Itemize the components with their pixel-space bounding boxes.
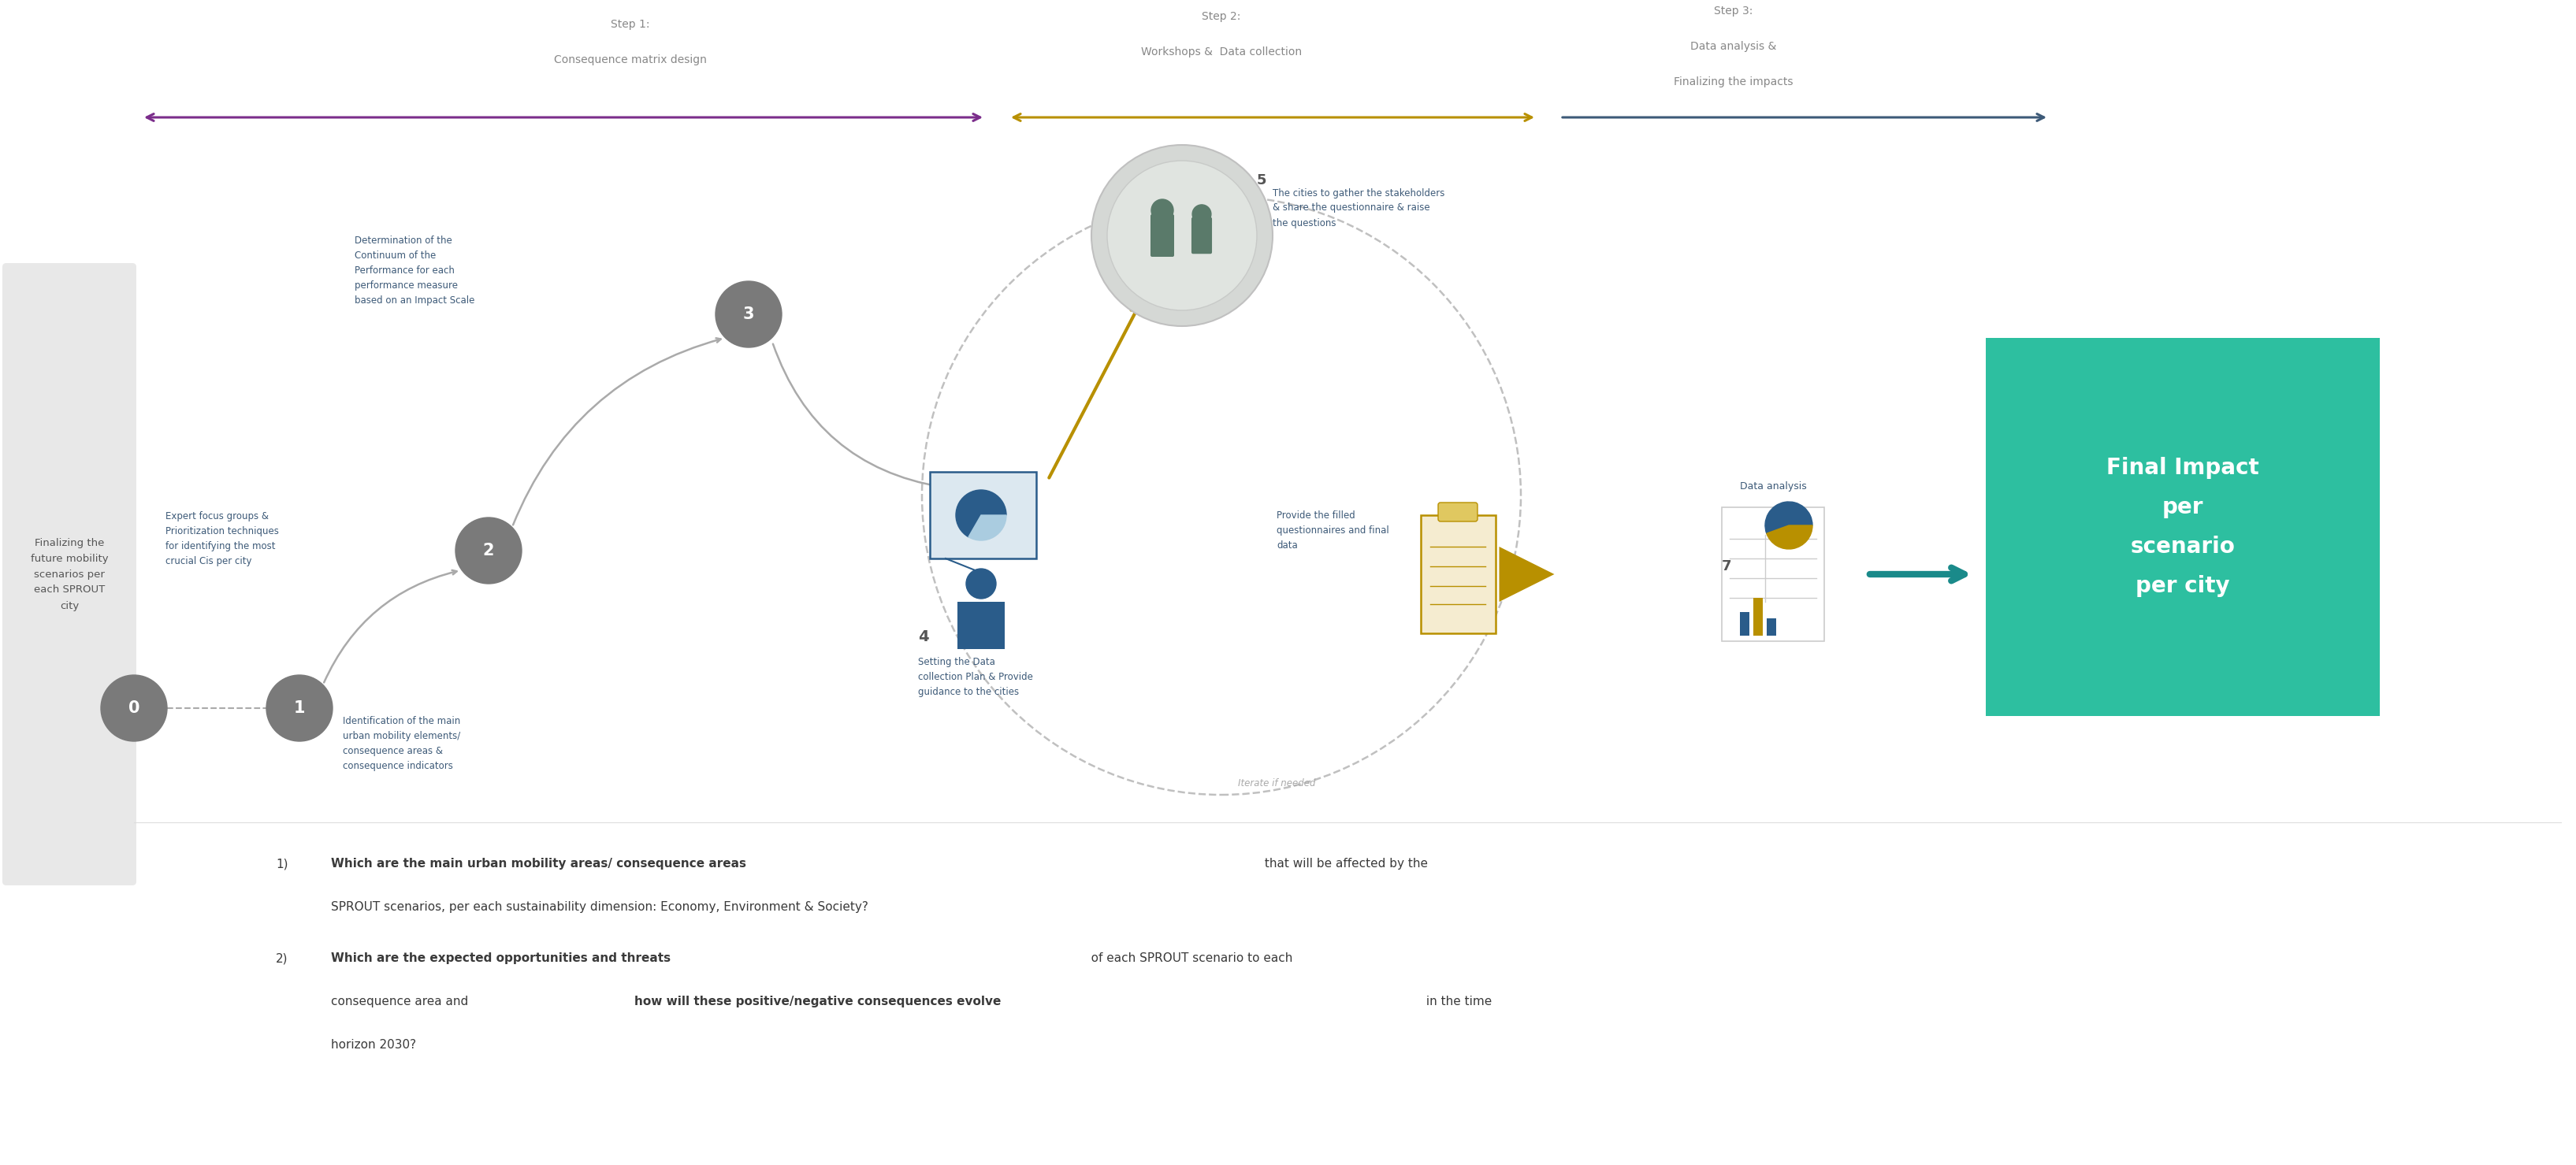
Polygon shape — [958, 602, 1005, 649]
FancyBboxPatch shape — [1437, 502, 1479, 522]
Wedge shape — [1765, 502, 1814, 534]
Text: Iterate if needed: Iterate if needed — [1236, 778, 1316, 788]
Text: 1: 1 — [294, 700, 304, 716]
Text: Which are the expected opportunities and threats: Which are the expected opportunities and… — [330, 952, 670, 965]
Text: Finalizing the
future mobility
scenarios per
each SPROUT
city: Finalizing the future mobility scenarios… — [31, 537, 108, 610]
Bar — [1767, 619, 1777, 636]
Circle shape — [1108, 161, 1257, 310]
FancyBboxPatch shape — [1419, 515, 1494, 634]
Text: Expert focus groups &
Prioritization techniques
for identifying the most
crucial: Expert focus groups & Prioritization tec… — [165, 511, 278, 566]
Text: The cities to gather the stakeholders
& share the questionnaire & raise
the ques: The cities to gather the stakeholders & … — [1273, 188, 1445, 228]
Text: horizon 2030?: horizon 2030? — [330, 1039, 417, 1051]
Circle shape — [265, 675, 332, 741]
Text: Step 2:: Step 2: — [1203, 10, 1242, 22]
Text: Data analysis: Data analysis — [1739, 481, 1806, 492]
FancyBboxPatch shape — [1193, 217, 1211, 254]
Circle shape — [100, 675, 167, 741]
Wedge shape — [956, 490, 1007, 537]
Text: Data analysis &: Data analysis & — [1690, 41, 1777, 52]
Text: Step 3:: Step 3: — [1713, 6, 1754, 16]
FancyBboxPatch shape — [1151, 214, 1175, 256]
Text: 1): 1) — [276, 857, 289, 869]
Text: 2): 2) — [276, 952, 289, 965]
Circle shape — [456, 517, 523, 584]
Text: Setting the Data
collection Plan & Provide
guidance to the cities: Setting the Data collection Plan & Provi… — [917, 657, 1033, 697]
Text: 7: 7 — [1721, 559, 1731, 573]
Text: 2: 2 — [482, 543, 495, 558]
Circle shape — [1193, 205, 1211, 224]
Text: 4: 4 — [917, 629, 930, 644]
Text: Workshops &  Data collection: Workshops & Data collection — [1141, 47, 1301, 57]
Text: Identification of the main
urban mobility elements/
consequence areas &
conseque: Identification of the main urban mobilit… — [343, 716, 461, 771]
Wedge shape — [1767, 525, 1814, 549]
Text: of each SPROUT scenario to each: of each SPROUT scenario to each — [1079, 952, 1293, 965]
Text: in the time: in the time — [1422, 996, 1492, 1008]
Circle shape — [1092, 144, 1273, 326]
Text: consequence area and: consequence area and — [330, 996, 471, 1008]
Text: Step 1:: Step 1: — [611, 19, 649, 30]
Text: Which are the main urban mobility areas/ consequence areas: Which are the main urban mobility areas/… — [330, 857, 747, 869]
Bar — [1739, 612, 1749, 636]
Bar — [1754, 598, 1762, 636]
Text: SPROUT scenarios, per each sustainability dimension: Economy, Environment & Soci: SPROUT scenarios, per each sustainabilit… — [330, 901, 868, 913]
Text: Consequence matrix design: Consequence matrix design — [554, 55, 706, 65]
Text: 5: 5 — [1257, 174, 1267, 188]
Wedge shape — [969, 515, 1007, 541]
Polygon shape — [1499, 546, 1553, 602]
Circle shape — [1151, 199, 1172, 221]
FancyBboxPatch shape — [930, 472, 1036, 558]
Circle shape — [966, 569, 997, 599]
FancyBboxPatch shape — [3, 263, 137, 885]
Text: Determination of the
Continuum of the
Performance for each
performance measure
b: Determination of the Continuum of the Pe… — [355, 235, 474, 305]
Circle shape — [716, 281, 781, 347]
Text: that will be affected by the: that will be affected by the — [1260, 857, 1427, 869]
Text: Finalizing the impacts: Finalizing the impacts — [1674, 77, 1793, 87]
Text: Provide the filled
questionnaires and final
data: Provide the filled questionnaires and fi… — [1278, 510, 1388, 551]
FancyBboxPatch shape — [1986, 338, 2380, 716]
Text: 0: 0 — [129, 700, 139, 716]
FancyBboxPatch shape — [1721, 507, 1824, 641]
Text: 3: 3 — [742, 306, 755, 323]
Text: how will these positive/negative consequences evolve: how will these positive/negative consequ… — [634, 996, 1002, 1008]
Text: Final Impact
per
scenario
per city: Final Impact per scenario per city — [2107, 457, 2259, 598]
